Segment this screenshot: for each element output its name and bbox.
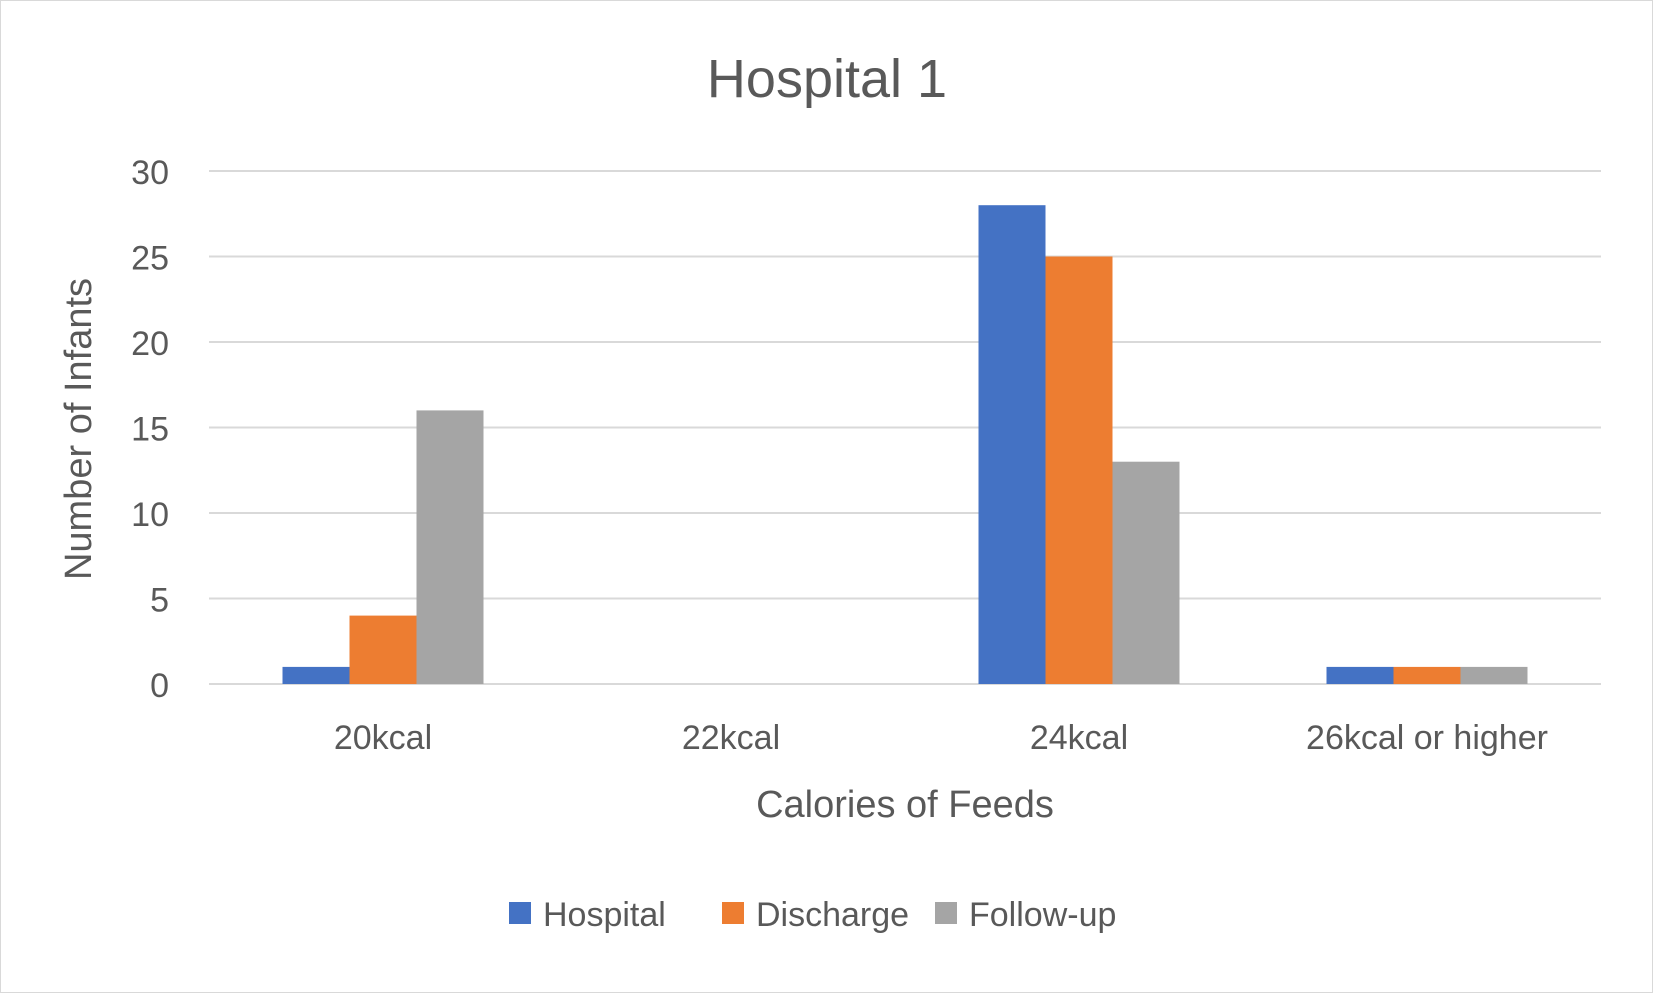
legend-swatch-discharge bbox=[722, 902, 744, 924]
chart-title: Hospital 1 bbox=[707, 49, 947, 109]
bars bbox=[282, 205, 1528, 684]
y-tick-label: 0 bbox=[150, 667, 169, 705]
bar-hospital-2 bbox=[978, 205, 1046, 684]
bar-follow-up-3 bbox=[1460, 666, 1528, 684]
bar-discharge-3 bbox=[1393, 666, 1461, 684]
x-axis-label: Calories of Feeds bbox=[756, 784, 1054, 826]
x-tick-label: 20kcal bbox=[334, 719, 432, 757]
legend-label: Discharge bbox=[756, 896, 909, 934]
legend-label: Follow-up bbox=[969, 896, 1116, 934]
y-tick-label: 5 bbox=[150, 582, 169, 620]
x-tick-label: 26kcal or higher bbox=[1306, 719, 1548, 757]
x-axis-ticks: 20kcal 22kcal 24kcal 26kcal or higher bbox=[334, 719, 1548, 757]
bar-discharge-0 bbox=[349, 615, 417, 684]
legend: Hospital Discharge Follow-up bbox=[509, 896, 1116, 934]
legend-swatch-follow-up bbox=[935, 902, 957, 924]
bar-hospital-0 bbox=[282, 666, 350, 684]
bar-follow-up-2 bbox=[1112, 461, 1180, 684]
y-axis-ticks: 0 5 10 15 20 25 30 bbox=[131, 154, 169, 705]
y-tick-label: 15 bbox=[131, 411, 169, 449]
y-tick-label: 20 bbox=[131, 325, 169, 363]
legend-label: Hospital bbox=[543, 896, 666, 934]
x-tick-label: 22kcal bbox=[682, 719, 780, 757]
x-tick-label: 24kcal bbox=[1030, 719, 1128, 757]
y-tick-label: 25 bbox=[131, 240, 169, 278]
bar-follow-up-0 bbox=[416, 410, 484, 684]
bar-discharge-2 bbox=[1045, 256, 1113, 684]
bar-hospital-3 bbox=[1326, 666, 1394, 684]
y-axis-label: Number of Infants bbox=[58, 278, 100, 580]
y-tick-label: 30 bbox=[131, 154, 169, 192]
y-tick-label: 10 bbox=[131, 496, 169, 534]
legend-swatch-hospital bbox=[509, 902, 531, 924]
